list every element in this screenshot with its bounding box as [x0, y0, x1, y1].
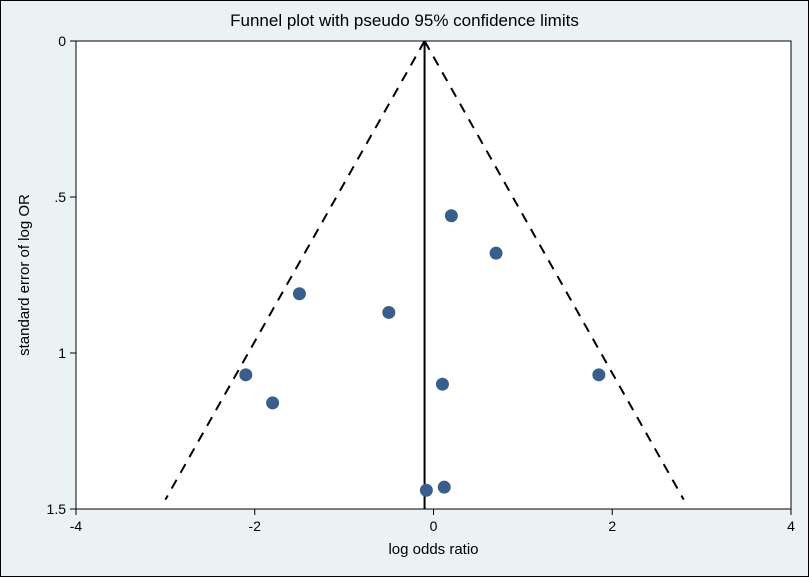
data-point [420, 484, 433, 497]
data-point [293, 287, 306, 300]
funnel-plot-container: Funnel plot with pseudo 95% confidence l… [0, 0, 809, 577]
y-tick-label: 0 [58, 33, 66, 49]
data-point [436, 378, 449, 391]
data-point [592, 368, 605, 381]
x-tick-label: -2 [249, 518, 262, 534]
y-tick-label: 1 [58, 345, 66, 361]
data-point [239, 368, 252, 381]
x-tick-label: 2 [608, 518, 616, 534]
data-point [490, 247, 503, 260]
y-tick-label: 1.5 [47, 501, 67, 517]
data-point [266, 396, 279, 409]
data-point [438, 481, 451, 494]
y-tick-label: .5 [54, 189, 66, 205]
plot-background [76, 41, 791, 509]
data-point [445, 209, 458, 222]
funnel-plot-svg: 0 .5 1 1.5-4 -2 0 2 4 standard error of log OR lo… [1, 1, 809, 578]
chart-title: Funnel plot with pseudo 95% confidence l… [1, 11, 808, 31]
x-tick-label: 0 [430, 518, 438, 534]
x-axis-label: log odds ratio [388, 541, 478, 558]
data-point [382, 306, 395, 319]
x-tick-label: 4 [787, 518, 795, 534]
x-tick-label: -4 [70, 518, 83, 534]
y-axis-label: standard error of log OR [16, 194, 33, 356]
